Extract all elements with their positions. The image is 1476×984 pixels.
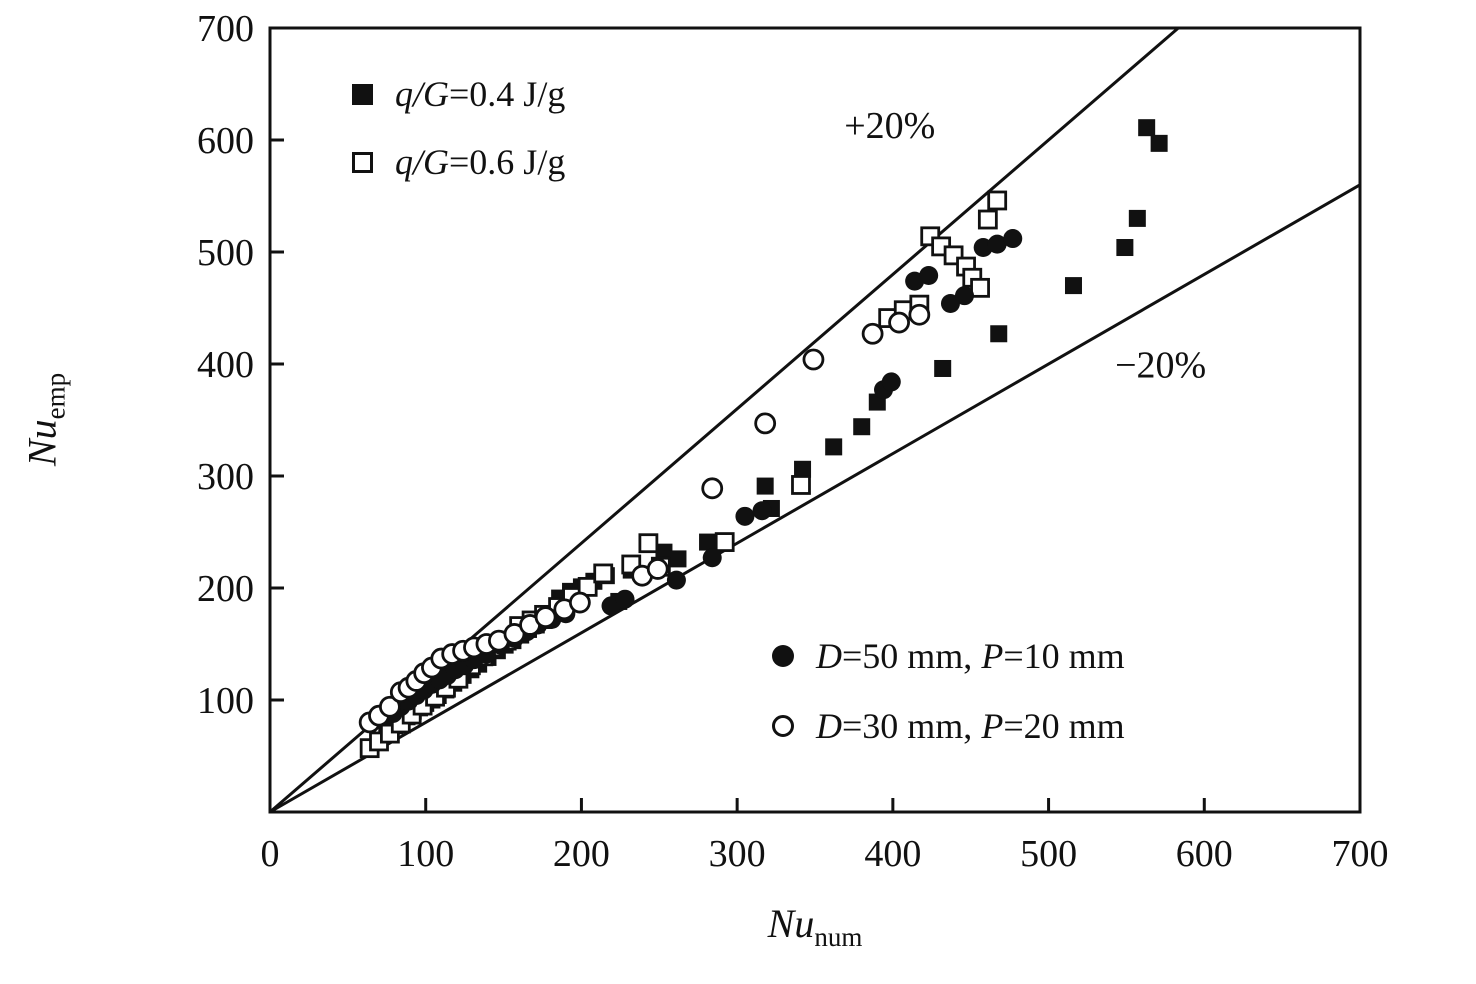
data-point [970, 277, 990, 298]
x-tick-label: 200 [553, 833, 610, 875]
x-tick-label: 400 [864, 833, 921, 875]
data-point [568, 591, 591, 614]
data-point [1064, 277, 1082, 295]
y-tick-label: 200 [197, 568, 254, 610]
legend-item-d50-p10: D=50 mm, P=10 mm [772, 634, 1125, 678]
reference-line-label: −20% [1115, 344, 1206, 386]
data-point [735, 506, 755, 526]
legend-label: q/G=0.6 J/g [395, 142, 566, 182]
data-point [881, 372, 901, 392]
data-point [934, 359, 952, 377]
data-point [756, 477, 774, 495]
legend-label: D=50 mm, P=10 mm [816, 636, 1125, 676]
x-tick-label: 700 [1332, 833, 1389, 875]
y-tick-label: 700 [197, 8, 254, 50]
filled-circle-icon [772, 645, 794, 667]
legend-heat-flux: q/G=0.4 J/g q/G=0.6 J/g [352, 72, 565, 184]
data-point [702, 548, 722, 568]
filled-square-icon [352, 83, 373, 105]
legend-label: D=30 mm, P=20 mm [816, 706, 1125, 746]
y-tick-label: 100 [197, 680, 254, 722]
plot-border [268, 26, 1362, 814]
x-tick-label: 500 [1020, 833, 1077, 875]
legend-geometry: D=50 mm, P=10 mm D=30 mm, P=20 mm [772, 634, 1125, 748]
y-tick-label: 300 [197, 456, 254, 498]
data-point [1003, 229, 1023, 249]
open-square-icon [352, 151, 373, 173]
reference-line [269, 183, 1361, 814]
data-point [987, 234, 1007, 254]
data-point [954, 286, 974, 306]
data-point [669, 550, 687, 568]
data-point [655, 543, 673, 561]
data-point [1138, 119, 1156, 137]
data-point [666, 570, 686, 590]
data-point [646, 558, 669, 580]
reference-line-label: +20% [844, 105, 935, 147]
data-point [853, 418, 871, 436]
data-point [638, 533, 659, 554]
data-point [714, 532, 735, 552]
data-point [802, 348, 825, 371]
legend-item-qg-06: q/G=0.6 J/g [352, 140, 565, 184]
data-point [701, 477, 724, 500]
y-tick-label: 600 [197, 120, 254, 162]
legend-label: q/G=0.4 J/g [395, 74, 566, 114]
y-axis-label: Nuemp [19, 372, 71, 467]
x-tick-label: 100 [397, 833, 454, 875]
data-point [908, 303, 931, 326]
x-axis-label: Nunum [767, 901, 863, 952]
data-point [754, 412, 777, 435]
legend-item-qg-04: q/G=0.4 J/g [352, 72, 565, 116]
data-point [615, 589, 635, 609]
data-point [825, 438, 843, 456]
data-point [1116, 239, 1134, 257]
open-circle-icon [772, 715, 794, 737]
data-point [534, 606, 557, 629]
data-point [378, 695, 401, 718]
data-point [699, 533, 717, 551]
data-point [593, 563, 614, 584]
data-point [794, 460, 812, 478]
data-point [752, 501, 772, 521]
data-point [987, 190, 1008, 211]
data-point [919, 266, 939, 286]
legend-item-d30-p20: D=30 mm, P=20 mm [772, 704, 1125, 748]
data-point [977, 209, 998, 230]
x-tick-label: 600 [1176, 833, 1233, 875]
data-point [1150, 134, 1168, 152]
y-tick-label: 400 [197, 344, 254, 386]
data-point [1128, 209, 1146, 227]
y-tick-label: 500 [197, 232, 254, 274]
data-point [888, 311, 910, 334]
data-point [940, 294, 960, 314]
x-tick-label: 300 [709, 833, 766, 875]
data-point [791, 475, 811, 495]
data-point [990, 325, 1008, 343]
data-point [861, 322, 884, 345]
x-tick-label: 0 [261, 833, 280, 875]
